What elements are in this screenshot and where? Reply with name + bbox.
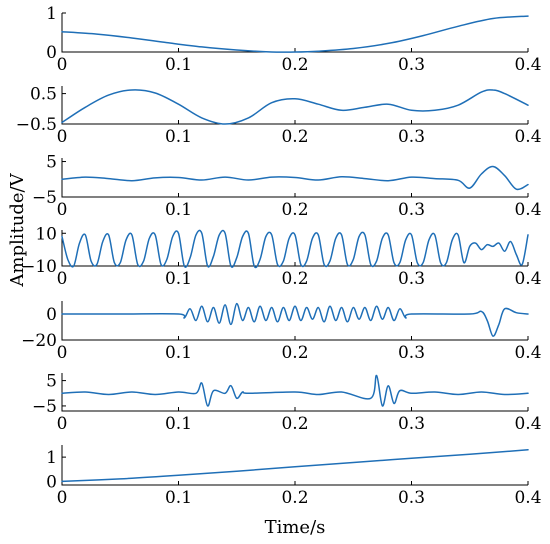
x-tick-label: 0.3: [398, 343, 425, 363]
subplot: 0 0.1 0.2 0.3 0.4 0.5 −0.5: [16, 85, 542, 147]
y-tick-label: 5: [46, 153, 57, 173]
x-tick-label: 0.1: [165, 127, 192, 147]
subplot: 0 0.1 0.2 0.3 0.4 5 −5: [32, 372, 542, 434]
x-tick-label: 0.4: [514, 269, 541, 289]
x-tick-label: 0: [57, 200, 68, 220]
x-tick-label: 0.3: [398, 55, 425, 75]
y-tick-label: 1: [46, 4, 57, 24]
x-tick-label: 0.1: [165, 200, 192, 220]
x-tick-label: 0.4: [514, 343, 541, 363]
series-line: [61, 15, 529, 53]
series-line: [61, 374, 529, 407]
subplot: 0 0.1 0.2 0.3 0.410: [46, 445, 542, 508]
y-tick-label: −5: [32, 397, 57, 417]
series-line: [61, 89, 529, 125]
x-tick-label: 0: [57, 343, 68, 363]
y-tick-label: −20: [21, 331, 57, 351]
x-tick-label: 0.3: [398, 127, 425, 147]
x-tick-label: 0.4: [514, 200, 541, 220]
x-tick-label: 0.2: [281, 414, 308, 434]
x-tick-label: 0.3: [398, 414, 425, 434]
y-tick-label: 0.5: [30, 85, 57, 105]
y-tick-label: −10: [21, 257, 57, 277]
y-tick-label: 5: [46, 372, 57, 392]
x-tick-label: 0.1: [165, 343, 192, 363]
y-tick-label: −0.5: [16, 115, 57, 135]
subplot: 0 0.1 0.2 0.3 0.4 1 0: [46, 4, 541, 75]
x-tick-label: 0.1: [165, 269, 192, 289]
subplot: 0 0.1 0.2 0.3 0.4 10 −10: [21, 224, 541, 289]
x-tick-label: 0.3: [398, 269, 425, 289]
x-tick-label: 0.1: [165, 488, 192, 508]
y-tick-label: 0: [46, 305, 57, 325]
series-line: [61, 229, 529, 269]
y-tick-label: 0: [46, 43, 57, 63]
y-tick-label: 10: [35, 224, 57, 244]
x-tick-label: 0.2: [281, 488, 308, 508]
x-tick-label: 0: [57, 269, 68, 289]
x-tick-label: 0: [57, 414, 68, 434]
subplot: 0 0.1 0.2 0.3 0.4 5 −5: [32, 153, 542, 220]
x-tick-label: 0.4: [514, 55, 541, 75]
x-tick-label: 0.1: [165, 414, 192, 434]
x-tick-label: 0.4: [514, 127, 541, 147]
x-axis-label: Time/s: [265, 517, 326, 538]
x-tick-label: 0.4: [514, 488, 541, 508]
x-tick-label: 0: [57, 55, 68, 75]
x-tick-label: 0: [57, 488, 68, 508]
y-tick-label: 0: [46, 472, 57, 492]
x-tick-label: 0.3: [398, 200, 425, 220]
series-line: [61, 165, 529, 191]
subplot: 0 0.1 0.2 0.3 0.40−20: [21, 301, 542, 363]
x-tick-label: 0.1: [165, 55, 192, 75]
series-line: [61, 302, 529, 337]
y-axis-label: Amplitude/V: [7, 172, 28, 287]
x-tick-label: 0.2: [281, 200, 308, 220]
axes-frame: [61, 13, 528, 53]
x-tick-label: 0.4: [514, 414, 541, 434]
x-tick-label: 0.2: [281, 269, 308, 289]
x-tick-label: 0: [57, 127, 68, 147]
y-tick-label: 1: [46, 448, 57, 468]
x-tick-label: 0.2: [281, 343, 308, 363]
series-line: [61, 449, 529, 483]
y-tick-label: −5: [32, 188, 57, 208]
x-tick-label: 0.2: [281, 55, 308, 75]
x-tick-label: 0.3: [398, 488, 425, 508]
x-tick-label: 0.2: [281, 127, 308, 147]
